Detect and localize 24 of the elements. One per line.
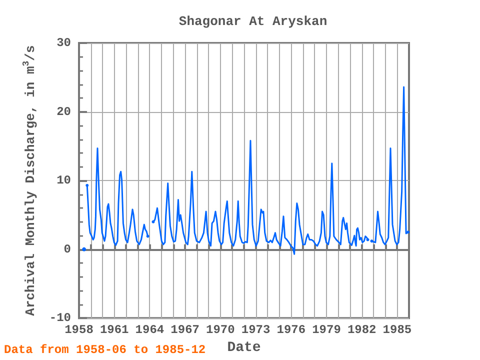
chart-title: Shagonar At Aryskan xyxy=(178,14,328,29)
x-tick-label: 1982 xyxy=(347,323,376,338)
y-tick-label: 0 xyxy=(64,242,71,256)
x-axis-title: Date xyxy=(227,340,261,356)
x-tick-label: 1967 xyxy=(170,323,200,338)
y-tick-label: -10 xyxy=(49,311,71,326)
y-tick-label: 30 xyxy=(56,36,71,50)
x-tick-label: 1979 xyxy=(312,323,341,338)
x-tick-label: 1973 xyxy=(241,323,270,338)
point xyxy=(86,184,89,187)
x-tick-label: 1985 xyxy=(382,323,412,338)
x-tick-label: 1970 xyxy=(206,323,235,338)
point xyxy=(146,234,150,238)
x-tick-label: 1961 xyxy=(100,323,129,338)
y-tick-label: 20 xyxy=(56,104,71,119)
x-tick-label: 1958 xyxy=(64,323,94,338)
point xyxy=(370,240,374,243)
point xyxy=(82,247,86,252)
x-tick-label: 1976 xyxy=(276,323,306,338)
point xyxy=(406,230,410,234)
text: Data from 1958-06 to 1985-12 xyxy=(4,343,206,357)
y-axis-title: Archival Monthly Discharge, in m3/s xyxy=(22,45,38,316)
x-tick-label: 1964 xyxy=(135,323,164,338)
y-tick-label: 10 xyxy=(56,174,71,188)
